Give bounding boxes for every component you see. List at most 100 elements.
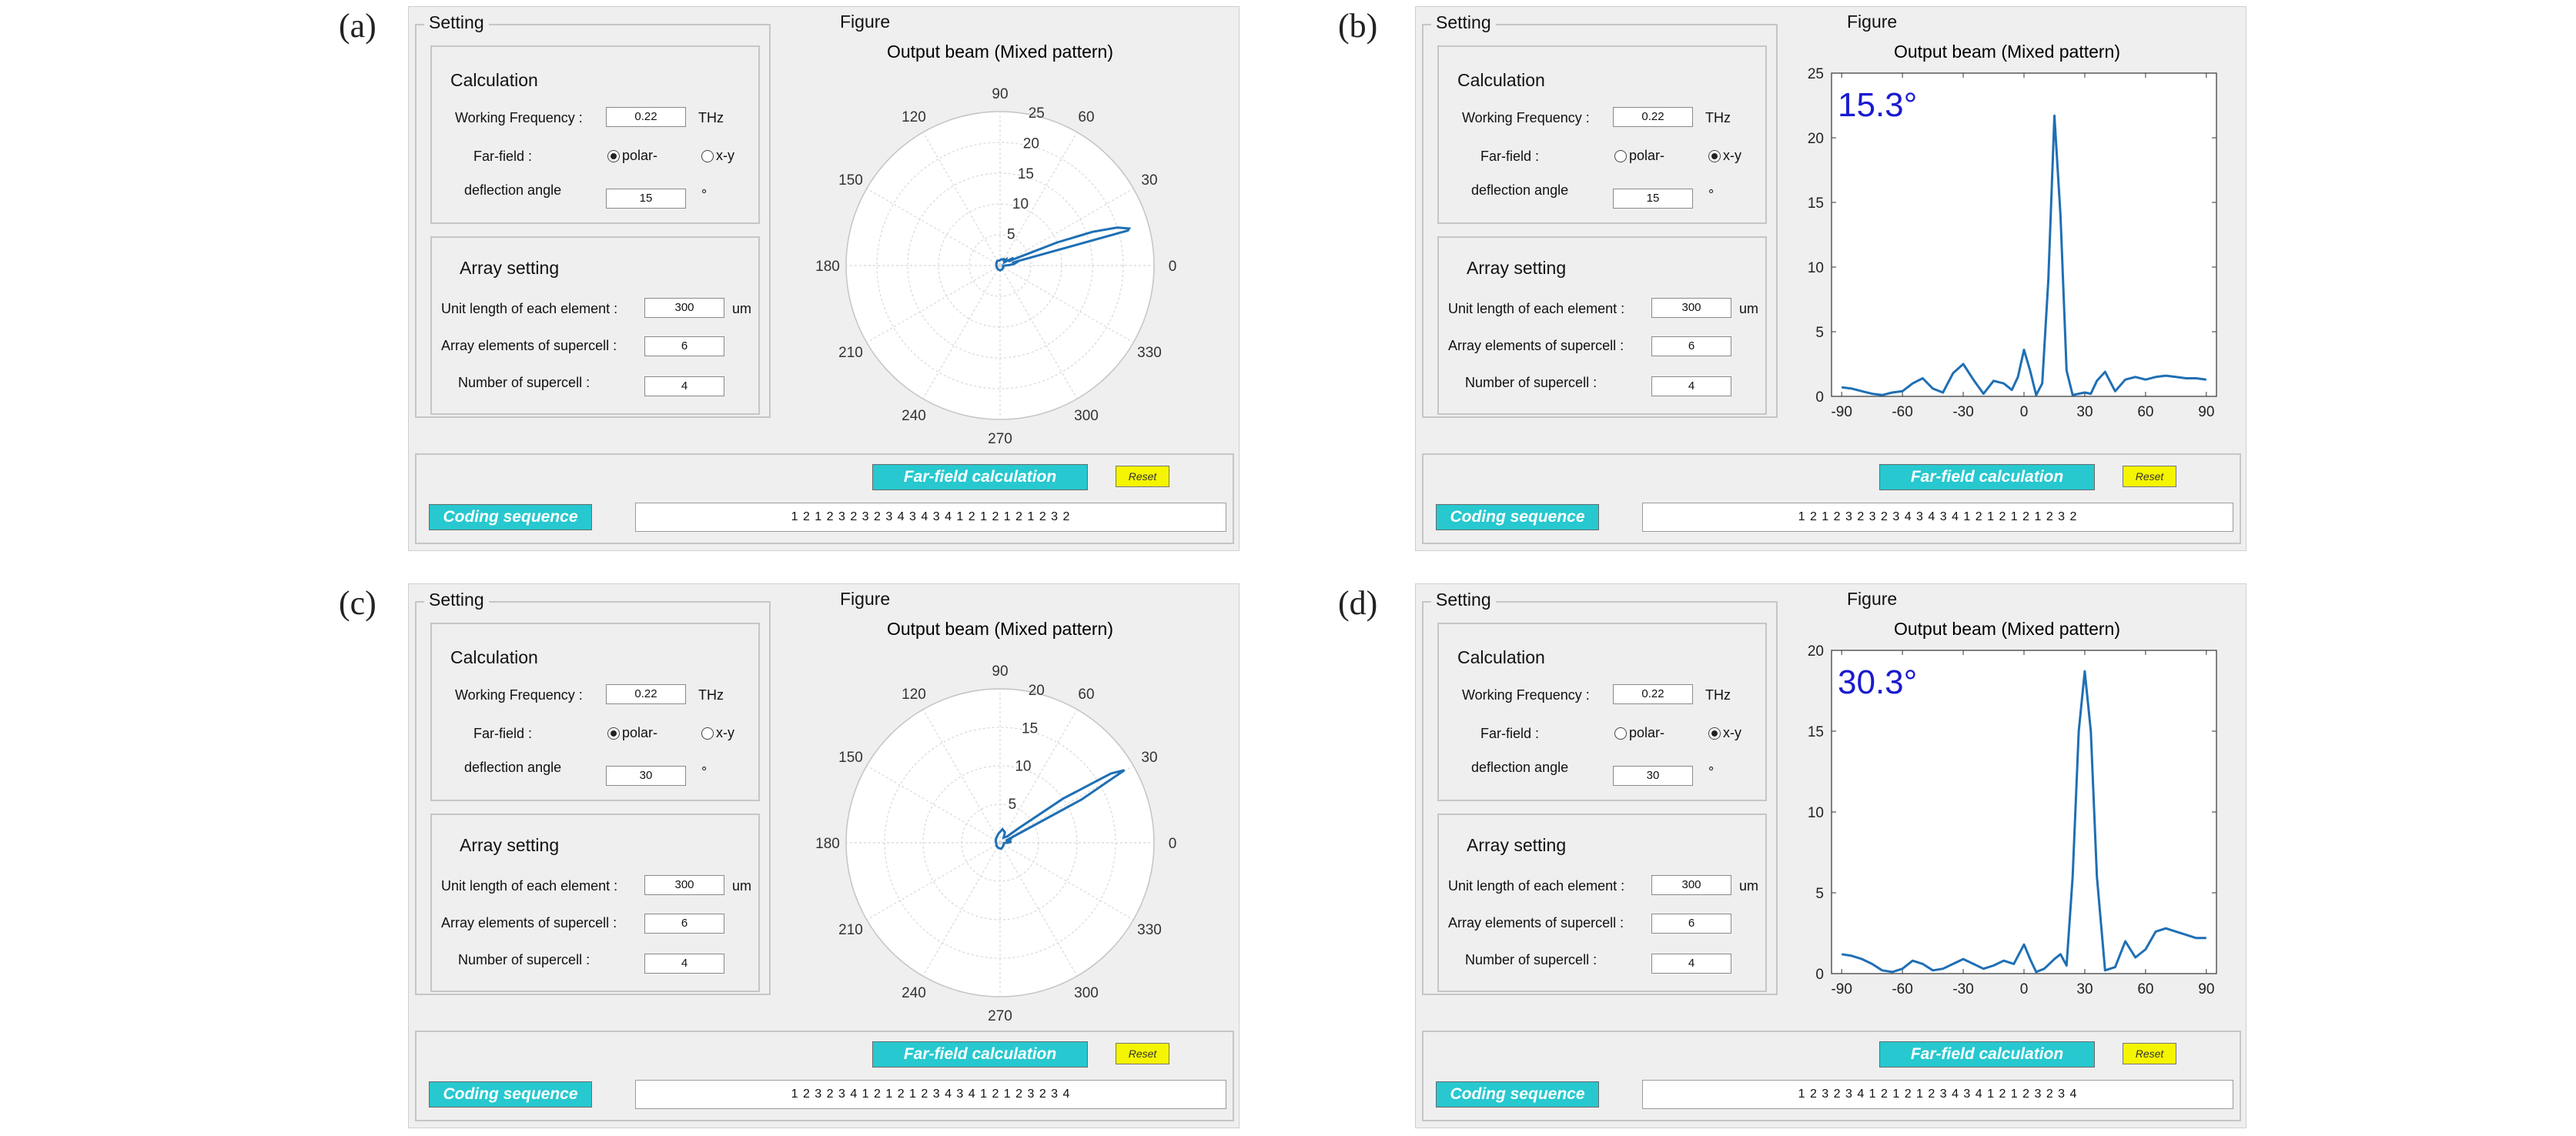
y-tick-label: 5 [1815,886,1824,902]
angle-tick-label: 270 [988,431,1012,447]
y-tick-label: 10 [1808,260,1824,276]
coding-sequence-button[interactable]: Coding sequence [1436,1081,1599,1108]
panel-label-a: (a) [339,7,376,45]
bottom-toolbar: Far-field calculation Reset Coding seque… [415,453,1234,544]
polar-radio[interactable]: polar- [607,725,657,741]
figure-legend: Figure [1847,589,1898,609]
array-elements-label: Array elements of supercell : [1448,338,1624,353]
beam-pattern-curve [1842,114,2206,396]
num-supercell-input[interactable]: 4 [644,954,724,974]
farfield-calculation-button[interactable]: Far-field calculation [872,464,1088,490]
coding-sequence-button[interactable]: Coding sequence [429,504,592,530]
unit-length-input[interactable]: 300 [1651,875,1731,895]
radial-tick-label: 5 [1009,797,1017,813]
radial-tick-label: 10 [1012,196,1029,212]
coding-sequence-field[interactable]: 1 2 1 2 3 2 3 2 3 4 3 4 3 4 1 2 1 2 1 2 … [635,503,1226,532]
deflection-angle-input[interactable]: 30 [1613,766,1693,786]
deflection-angle-input[interactable]: 30 [606,766,686,786]
x-tick-label: 30 [2076,981,2093,997]
working-frequency-input[interactable]: 0.22 [606,684,686,704]
reset-button[interactable]: Reset [2123,466,2176,487]
polar-radio[interactable]: polar- [1614,148,1664,164]
unit-length-unit: um [1739,301,1759,316]
calculation-group: Calculation Working Frequency : 0.22 THz… [430,623,760,801]
angle-tick-label: 150 [838,750,863,766]
array-elements-input[interactable]: 6 [644,914,724,934]
setting-legend: Setting [1431,12,1496,33]
unit-length-input[interactable]: 300 [644,875,724,895]
deflection-angle-input[interactable]: 15 [606,189,686,209]
working-frequency-input[interactable]: 0.22 [1613,107,1693,127]
polar-radio[interactable]: polar- [1614,725,1664,741]
array-elements-input[interactable]: 6 [644,336,724,356]
x-tick-label: -60 [1892,981,1912,997]
angle-tick-label: 0 [1169,259,1177,275]
calculation-group: Calculation Working Frequency : 0.22 THz… [1437,623,1767,801]
frequency-unit: THz [698,110,724,125]
degree-unit: ° [701,764,708,780]
working-frequency-input[interactable]: 0.22 [606,107,686,127]
radial-tick-label: 10 [1015,759,1031,775]
deflection-angle-input[interactable]: 15 [1613,189,1693,209]
frequency-unit: THz [1705,687,1731,703]
angle-tick-label: 60 [1078,687,1094,703]
xy-radio[interactable]: x-y [1708,148,1741,164]
farfield-calculation-button[interactable]: Far-field calculation [1879,464,2095,490]
plot-title: Output beam (Mixed pattern) [887,619,1113,639]
radial-tick-label: 15 [1022,720,1038,737]
num-supercell-input[interactable]: 4 [644,376,724,396]
y-tick-label: 15 [1808,724,1824,740]
deflection-angle-label: deflection angle [1471,182,1569,198]
frequency-unit: THz [698,687,724,703]
y-tick-label: 20 [1808,643,1824,660]
xy-radio-circle [1708,727,1721,740]
y-tick-label: 25 [1808,66,1824,82]
reset-button[interactable]: Reset [1116,1043,1169,1064]
farfield-label: Far-field : [473,726,533,741]
farfield-calculation-button[interactable]: Far-field calculation [1879,1041,2095,1068]
unit-length-unit: um [732,878,752,894]
x-tick-label: 60 [2137,404,2153,420]
setting-panel: Setting Calculation Working Frequency : … [415,590,771,995]
xy-radio[interactable]: x-y [701,148,734,164]
figure-legend: Figure [840,589,891,609]
coding-sequence-button[interactable]: Coding sequence [1436,504,1599,530]
setting-panel: Setting Calculation Working Frequency : … [415,12,771,418]
angle-tick-label: 210 [838,345,863,361]
x-tick-label: 60 [2137,981,2153,997]
x-tick-label: 90 [2198,981,2214,997]
reset-button[interactable]: Reset [1116,466,1169,487]
unit-length-input[interactable]: 300 [644,298,724,318]
xy-radio-label: x-y [716,148,734,163]
x-tick-label: -90 [1831,981,1852,997]
coding-sequence-field[interactable]: 1 2 3 2 3 4 1 2 1 2 1 2 3 4 3 4 1 2 1 2 … [635,1080,1226,1109]
num-supercell-input[interactable]: 4 [1651,954,1731,974]
y-tick-label: 0 [1815,389,1824,406]
farfield-calculation-button[interactable]: Far-field calculation [872,1041,1088,1068]
panel-label-d: (d) [1338,584,1378,622]
xy-radio[interactable]: x-y [1708,725,1741,741]
array-elements-input[interactable]: 6 [1651,914,1731,934]
polar-ring [876,142,1124,389]
unit-length-input[interactable]: 300 [1651,298,1731,318]
panel-label-b: (b) [1338,7,1378,45]
coding-sequence-field[interactable]: 1 2 1 2 3 2 3 2 3 4 3 4 3 4 1 2 1 2 1 2 … [1642,503,2233,532]
xy-radio-label: x-y [1723,148,1741,163]
xy-radio-circle [701,150,714,163]
working-frequency-label: Working Frequency : [1462,110,1590,125]
num-supercell-input[interactable]: 4 [1651,376,1731,396]
polar-radio[interactable]: polar- [607,148,657,164]
x-tick-label: -30 [1952,404,1973,420]
deflection-angle-label: deflection angle [1471,760,1569,775]
frequency-unit: THz [1705,110,1731,125]
coding-sequence-button[interactable]: Coding sequence [429,1081,592,1108]
working-frequency-input[interactable]: 0.22 [1613,684,1693,704]
reset-button[interactable]: Reset [2123,1043,2176,1064]
array-elements-input[interactable]: 6 [1651,336,1731,356]
xy-radio[interactable]: x-y [701,725,734,741]
angle-tick-label: 60 [1078,109,1094,125]
coding-sequence-field[interactable]: 1 2 3 2 3 4 1 2 1 2 1 2 3 4 3 4 1 2 1 2 … [1642,1080,2233,1109]
angle-tick-label: 330 [1137,345,1162,361]
app-window-b: Setting Calculation Working Frequency : … [1415,6,2246,551]
calculation-group: Calculation Working Frequency : 0.22 THz… [1437,45,1767,224]
